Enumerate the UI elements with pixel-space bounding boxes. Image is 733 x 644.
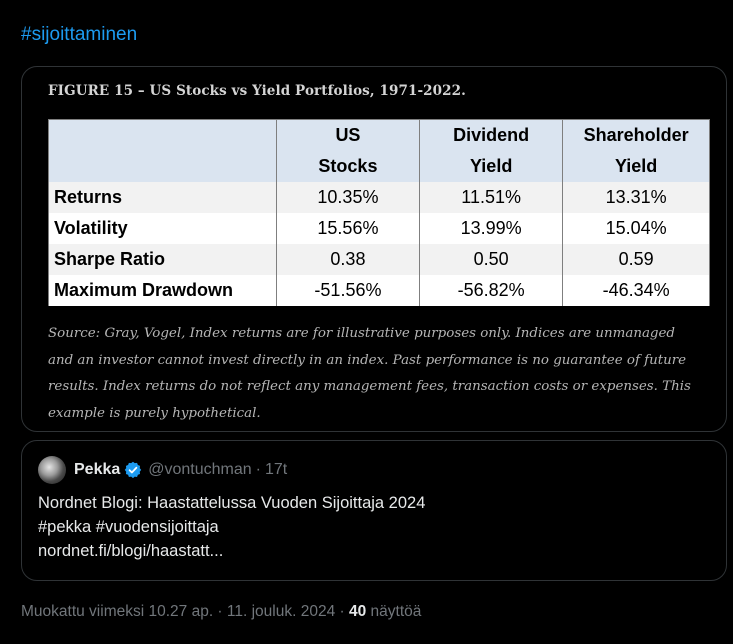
quoted-tweet-text: Nordnet Blogi: Haastattelussa Vuoden Sij… (38, 491, 708, 563)
table-cell: 13.31% (562, 182, 709, 213)
row-label: Returns (49, 182, 277, 213)
table-row: Volatility 15.56% 13.99% 15.04% (49, 213, 709, 244)
avatar[interactable] (38, 456, 66, 484)
table-cell: -56.82% (419, 275, 563, 306)
verified-badge-icon (125, 461, 142, 479)
table-cell: 15.04% (562, 213, 709, 244)
table-cell: 10.35% (275, 182, 420, 213)
author-name[interactable]: Pekka (74, 461, 121, 478)
edited-timestamp[interactable]: Muokattu viimeksi 10.27 ap. · 11. jouluk… (21, 603, 345, 620)
table-cell: 0.50 (419, 244, 563, 275)
figure-title: FIGURE 15 – US Stocks vs Yield Portfolio… (48, 83, 466, 99)
hashtag-link[interactable]: #sijoittaminen (21, 24, 138, 45)
view-count: 40 (348, 603, 367, 620)
header-cell: Shareholder Yield (562, 120, 709, 182)
header-cell-empty (49, 120, 277, 182)
author-handle[interactable]: @vontuchman (148, 461, 252, 478)
quoted-tweet[interactable]: Pekka @vontuchman · 17t Nordnet Blogi: H… (21, 440, 727, 581)
row-label: Volatility (49, 213, 277, 244)
table-row: Maximum Drawdown -51.56% -56.82% -46.34% (49, 275, 709, 306)
table-cell: 13.99% (419, 213, 563, 244)
table-row: Sharpe Ratio 0.38 0.50 0.59 (49, 244, 709, 275)
view-label: näyttöä (370, 603, 422, 620)
table-cell: 0.59 (562, 244, 709, 275)
quoted-text-line: nordnet.fi/blogi/haastatt... (38, 542, 224, 560)
figure-source-note: Source: Gray, Vogel, Index returns are f… (48, 326, 691, 421)
quoted-text-line: #pekka #vuodensijoittaja (38, 518, 219, 536)
table-cell: -46.34% (562, 275, 709, 306)
timestamp[interactable]: 17t (265, 461, 288, 478)
row-label: Sharpe Ratio (49, 244, 277, 275)
figure-table: US Stocks Dividend Yield Shareholder Yield … (48, 119, 710, 306)
table-cell: -51.56% (275, 275, 420, 306)
image-card[interactable]: FIGURE 15 – US Stocks vs Yield Portfolio… (21, 66, 727, 432)
quoted-text-line: Nordnet Blogi: Haastattelussa Vuoden Sij… (38, 494, 426, 512)
tweet-meta: Muokattu viimeksi 10.27 ap. · 11. jouluk… (21, 603, 421, 621)
table-row: Returns 10.35% 11.51% 13.31% (49, 182, 709, 213)
row-label: Maximum Drawdown (49, 275, 277, 306)
separator-dot: · (255, 461, 261, 478)
quoted-tweet-header: Pekka @vontuchman · 17t (38, 456, 288, 484)
table-cell: 15.56% (275, 213, 420, 244)
header-cell: US Stocks (275, 120, 420, 182)
table-cell: 11.51% (419, 182, 563, 213)
table-cell: 0.38 (275, 244, 420, 275)
table-header-row: US Stocks Dividend Yield Shareholder Yield (49, 120, 709, 182)
header-cell: Dividend Yield (419, 120, 563, 182)
